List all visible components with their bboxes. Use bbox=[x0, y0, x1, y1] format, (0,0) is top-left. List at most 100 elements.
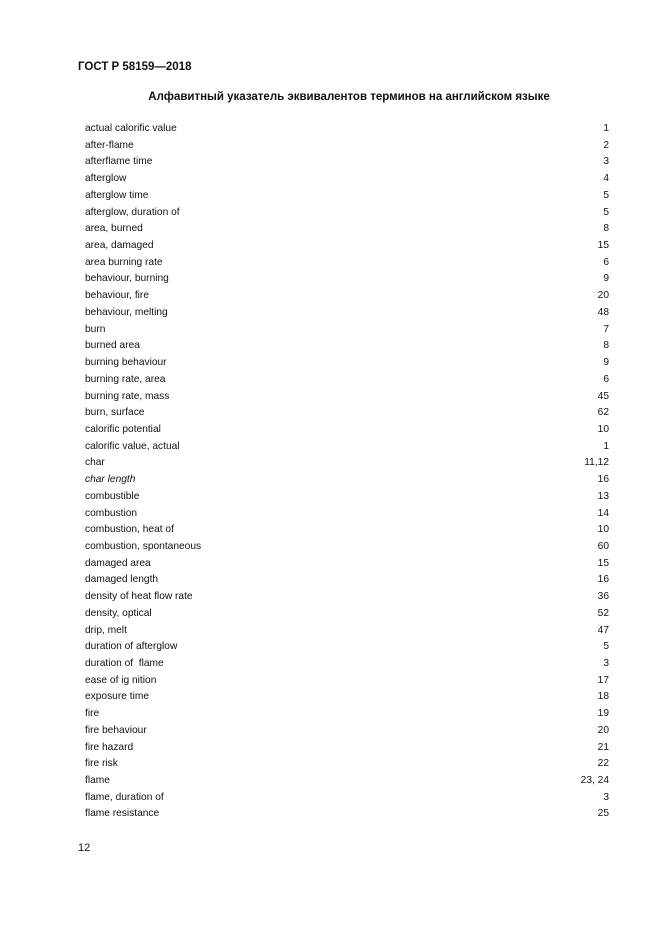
entry-term: ease of ig nition bbox=[85, 674, 157, 686]
index-entry: duration of flame 3 bbox=[85, 657, 609, 674]
entry-term: fire hazard bbox=[85, 741, 134, 753]
entry-reference: 25 bbox=[597, 808, 609, 820]
entry-reference: 8 bbox=[603, 223, 609, 235]
entry-reference: 9 bbox=[603, 273, 609, 285]
entry-reference: 7 bbox=[603, 323, 609, 335]
entry-reference: 60 bbox=[597, 540, 609, 552]
entry-reference: 19 bbox=[597, 708, 609, 720]
entry-reference: 6 bbox=[603, 373, 609, 385]
index-entry: area burning rate 6 bbox=[85, 256, 609, 273]
index-entry: drip, melt 47 bbox=[85, 624, 609, 641]
entry-reference: 21 bbox=[597, 741, 609, 753]
entry-term: burning rate, mass bbox=[85, 390, 170, 402]
index-entry: fire risk 22 bbox=[85, 757, 609, 774]
index-entry: fire hazard 21 bbox=[85, 741, 609, 758]
entry-reference: 15 bbox=[597, 557, 609, 569]
entry-reference: 18 bbox=[597, 691, 609, 703]
page-number: 12 bbox=[78, 842, 91, 854]
index-entry: combustion, heat of 10 bbox=[85, 523, 609, 540]
entry-reference: 47 bbox=[597, 624, 609, 636]
entry-term: drip, melt bbox=[85, 624, 127, 636]
entry-reference: 10 bbox=[597, 524, 609, 536]
entry-term: area, damaged bbox=[85, 240, 154, 252]
entry-reference: 3 bbox=[603, 658, 609, 669]
entry-reference: 13 bbox=[597, 490, 609, 502]
entry-reference: 52 bbox=[597, 607, 609, 619]
entry-term: calorific value, actual bbox=[85, 440, 180, 452]
entry-term: afterglow bbox=[85, 173, 127, 185]
entry-term: damaged length bbox=[85, 574, 159, 586]
entry-reference: 1 bbox=[603, 440, 609, 452]
index-entry: behaviour, melting 48 bbox=[85, 306, 609, 323]
entry-term: flame bbox=[85, 775, 110, 787]
index-entry: afterglow time 5 bbox=[85, 189, 609, 206]
entry-term: fire bbox=[85, 708, 100, 720]
index-entry: burn, surface 62 bbox=[85, 406, 609, 423]
entry-term: exposure time bbox=[85, 691, 149, 703]
entry-term: burning behaviour bbox=[85, 357, 167, 369]
entry-term: afterglow time bbox=[85, 189, 149, 201]
entry-reference: 48 bbox=[597, 306, 609, 318]
entry-term: combustion, heat of bbox=[85, 524, 174, 536]
index-entry: area, damaged 15 bbox=[85, 239, 609, 256]
index-entry: burning rate, mass 45 bbox=[85, 390, 609, 407]
entry-term: char length bbox=[85, 474, 136, 486]
entry-term: area burning rate bbox=[85, 256, 163, 268]
entry-reference: 17 bbox=[597, 674, 609, 686]
index-entry: exposure time 18 bbox=[85, 690, 609, 707]
index-entry: burning behaviour 9 bbox=[85, 356, 609, 373]
entry-reference: 20 bbox=[597, 724, 609, 736]
entry-reference: 8 bbox=[603, 340, 609, 352]
entry-reference: 15 bbox=[597, 240, 609, 252]
entry-term: fire behaviour bbox=[85, 724, 147, 736]
index-entry: damaged area 15 bbox=[85, 557, 609, 574]
entry-reference: 11,12 bbox=[584, 457, 609, 469]
index-entry: combustible 13 bbox=[85, 490, 609, 507]
entry-reference: 14 bbox=[597, 507, 609, 519]
entry-reference: 5 bbox=[603, 189, 609, 201]
entry-reference: 23, 24 bbox=[580, 775, 609, 787]
entry-term: burn, surface bbox=[85, 407, 145, 419]
index-entry: flame 23, 24 bbox=[85, 774, 609, 791]
entry-reference: 16 bbox=[597, 574, 609, 586]
entry-term: damaged area bbox=[85, 557, 151, 569]
entry-term: flame resistance bbox=[85, 808, 160, 820]
index-entry: combustion, spontaneous 60 bbox=[85, 540, 609, 557]
entry-term: combustible bbox=[85, 490, 140, 502]
term-index-list: actual calorific value 1 after-flame 2 after… bbox=[85, 122, 609, 824]
entry-term: combustion bbox=[85, 507, 138, 519]
entry-reference: 5 bbox=[603, 206, 609, 218]
index-entry: area, burned 8 bbox=[85, 222, 609, 239]
entry-reference: 9 bbox=[603, 357, 609, 369]
entry-reference: 1 bbox=[603, 123, 609, 134]
index-entry: behaviour, burning 9 bbox=[85, 272, 609, 289]
index-entry: burn 7 bbox=[85, 323, 609, 340]
entry-term: behaviour, burning bbox=[85, 273, 169, 285]
entry-reference: 3 bbox=[603, 791, 609, 803]
document-code: ГОСТ Р 58159—2018 bbox=[78, 61, 192, 73]
entry-term: afterflame time bbox=[85, 156, 153, 168]
entry-term: afterglow, duration of bbox=[85, 206, 180, 218]
entry-reference: 5 bbox=[603, 641, 609, 653]
index-entry: afterflame time 3 bbox=[85, 155, 609, 172]
index-entry: afterglow, duration of 5 bbox=[85, 206, 609, 223]
index-entry: ease of ig nition 17 bbox=[85, 674, 609, 691]
entry-reference: 62 bbox=[597, 407, 609, 419]
entry-term: burned area bbox=[85, 340, 140, 352]
index-entry: char length 16 bbox=[85, 473, 609, 490]
entry-term: after-flame bbox=[85, 139, 134, 151]
index-entry: char 11,12 bbox=[85, 456, 609, 473]
entry-term: burn bbox=[85, 323, 106, 335]
entry-term: calorific potential bbox=[85, 423, 161, 435]
index-entry: afterglow 4 bbox=[85, 172, 609, 189]
entry-reference: 3 bbox=[603, 156, 609, 168]
entry-term: fire risk bbox=[85, 758, 118, 770]
entry-term: behaviour, melting bbox=[85, 306, 168, 318]
index-entry: burning rate, area 6 bbox=[85, 373, 609, 390]
entry-reference: 10 bbox=[597, 423, 609, 435]
entry-term: char bbox=[85, 457, 105, 469]
index-entry: fire behaviour 20 bbox=[85, 724, 609, 741]
index-entry: calorific potential 10 bbox=[85, 423, 609, 440]
index-entry: density, optical 52 bbox=[85, 607, 609, 624]
entry-reference: 16 bbox=[597, 474, 609, 486]
